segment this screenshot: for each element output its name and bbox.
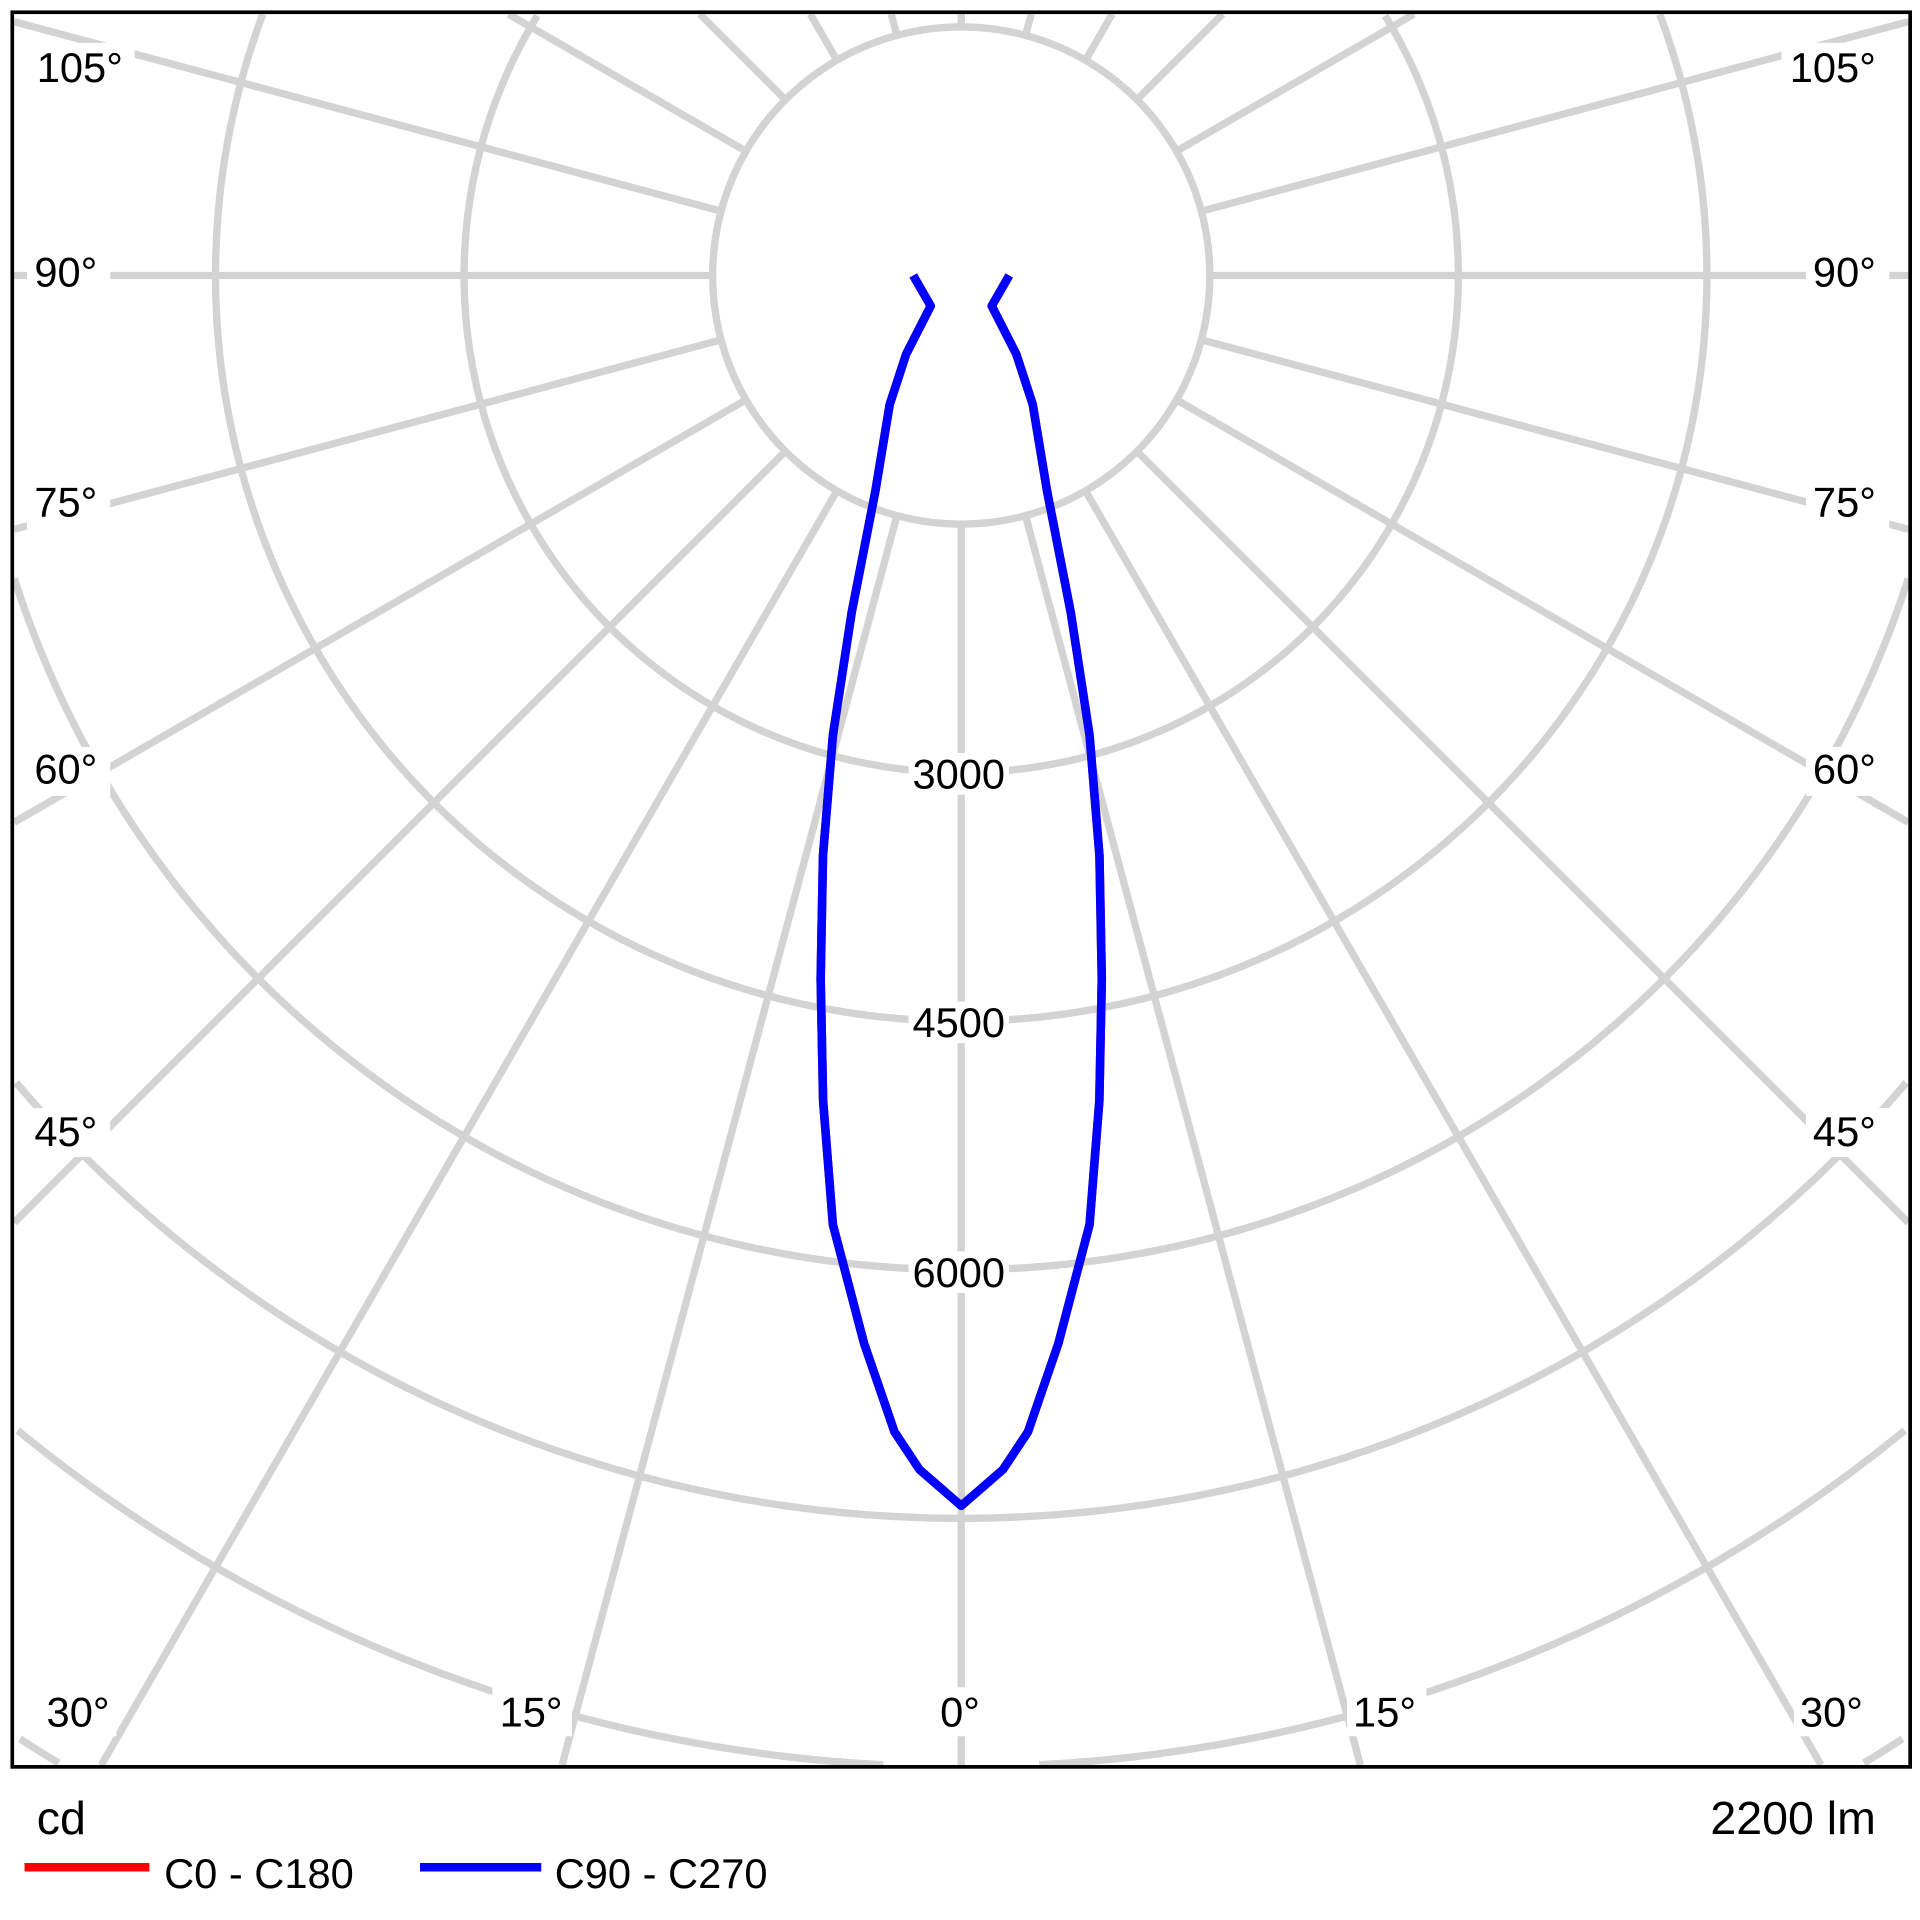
ring-gridline	[15, 1427, 1908, 1769]
radial-gridline	[887, 13, 901, 37]
angle-label: 75°	[34, 479, 97, 526]
radial-gridline	[1134, 448, 1911, 1226]
plot-frame	[10, 10, 1912, 1769]
radial-gridline	[558, 514, 901, 1766]
angle-label: 60°	[34, 746, 97, 793]
angle-label: 30°	[1800, 1688, 1863, 1735]
unit-label: cd	[37, 1792, 86, 1844]
angle-label: 45°	[34, 1108, 97, 1155]
radial-gridline	[506, 10, 748, 155]
intensity-curves	[816, 273, 1107, 1511]
angle-label: 30°	[47, 1688, 110, 1735]
radial-gridline	[807, 12, 841, 63]
series-curve-c90-c270	[816, 273, 1107, 1511]
angle-label: 15°	[1353, 1688, 1416, 1735]
angle-label: 105°	[37, 44, 123, 91]
angle-labels: 105° 90° 75° 60° 45° 105° 90° 75° 60° 45…	[26, 42, 1890, 1737]
ring-label: 3000	[912, 751, 1005, 798]
angle-label: 15°	[500, 1688, 563, 1735]
radial-gridline	[1200, 336, 1910, 533]
angle-label: 75°	[1813, 479, 1876, 526]
radial-gridline	[1082, 488, 1825, 1767]
ring-gridline	[17, 1735, 1905, 1767]
ring-gridline	[460, 13, 1463, 777]
ring-gridline	[708, 23, 1214, 528]
angle-label: 45°	[1813, 1108, 1876, 1155]
radial-gridline	[1174, 396, 1911, 826]
radial-gridline	[13, 336, 723, 533]
angle-label: 60°	[1813, 746, 1876, 793]
legend-label-c90-c270: C90 - C270	[555, 1850, 768, 1897]
radial-gridline	[1021, 514, 1364, 1766]
angle-label: 90°	[1813, 249, 1876, 296]
radial-gridline	[1082, 12, 1116, 63]
ring-gridline	[13, 1080, 1910, 1522]
legend-label-c0-c180: C0 - C180	[164, 1850, 354, 1897]
angle-label: 90°	[34, 249, 97, 296]
radial-gridline	[1134, 11, 1226, 103]
radial-gridline	[1174, 10, 1416, 155]
ring-label: 4500	[912, 999, 1005, 1046]
ring-gridline	[211, 12, 1711, 1025]
radial-gridline	[1021, 13, 1035, 37]
radial-gridline	[12, 396, 748, 826]
angle-label: 0°	[940, 1688, 980, 1735]
legend: C0 - C180 C90 - C270	[24, 1850, 768, 1897]
angle-label: 105°	[1790, 44, 1876, 91]
flux-label: 2200 lm	[1710, 1792, 1876, 1844]
ring-labels: 3000 4500 6000	[908, 751, 1009, 1296]
radial-gridline	[11, 448, 789, 1226]
ring-label: 6000	[912, 1249, 1005, 1296]
radial-gridline	[98, 488, 841, 1767]
radial-gridline	[697, 11, 789, 103]
